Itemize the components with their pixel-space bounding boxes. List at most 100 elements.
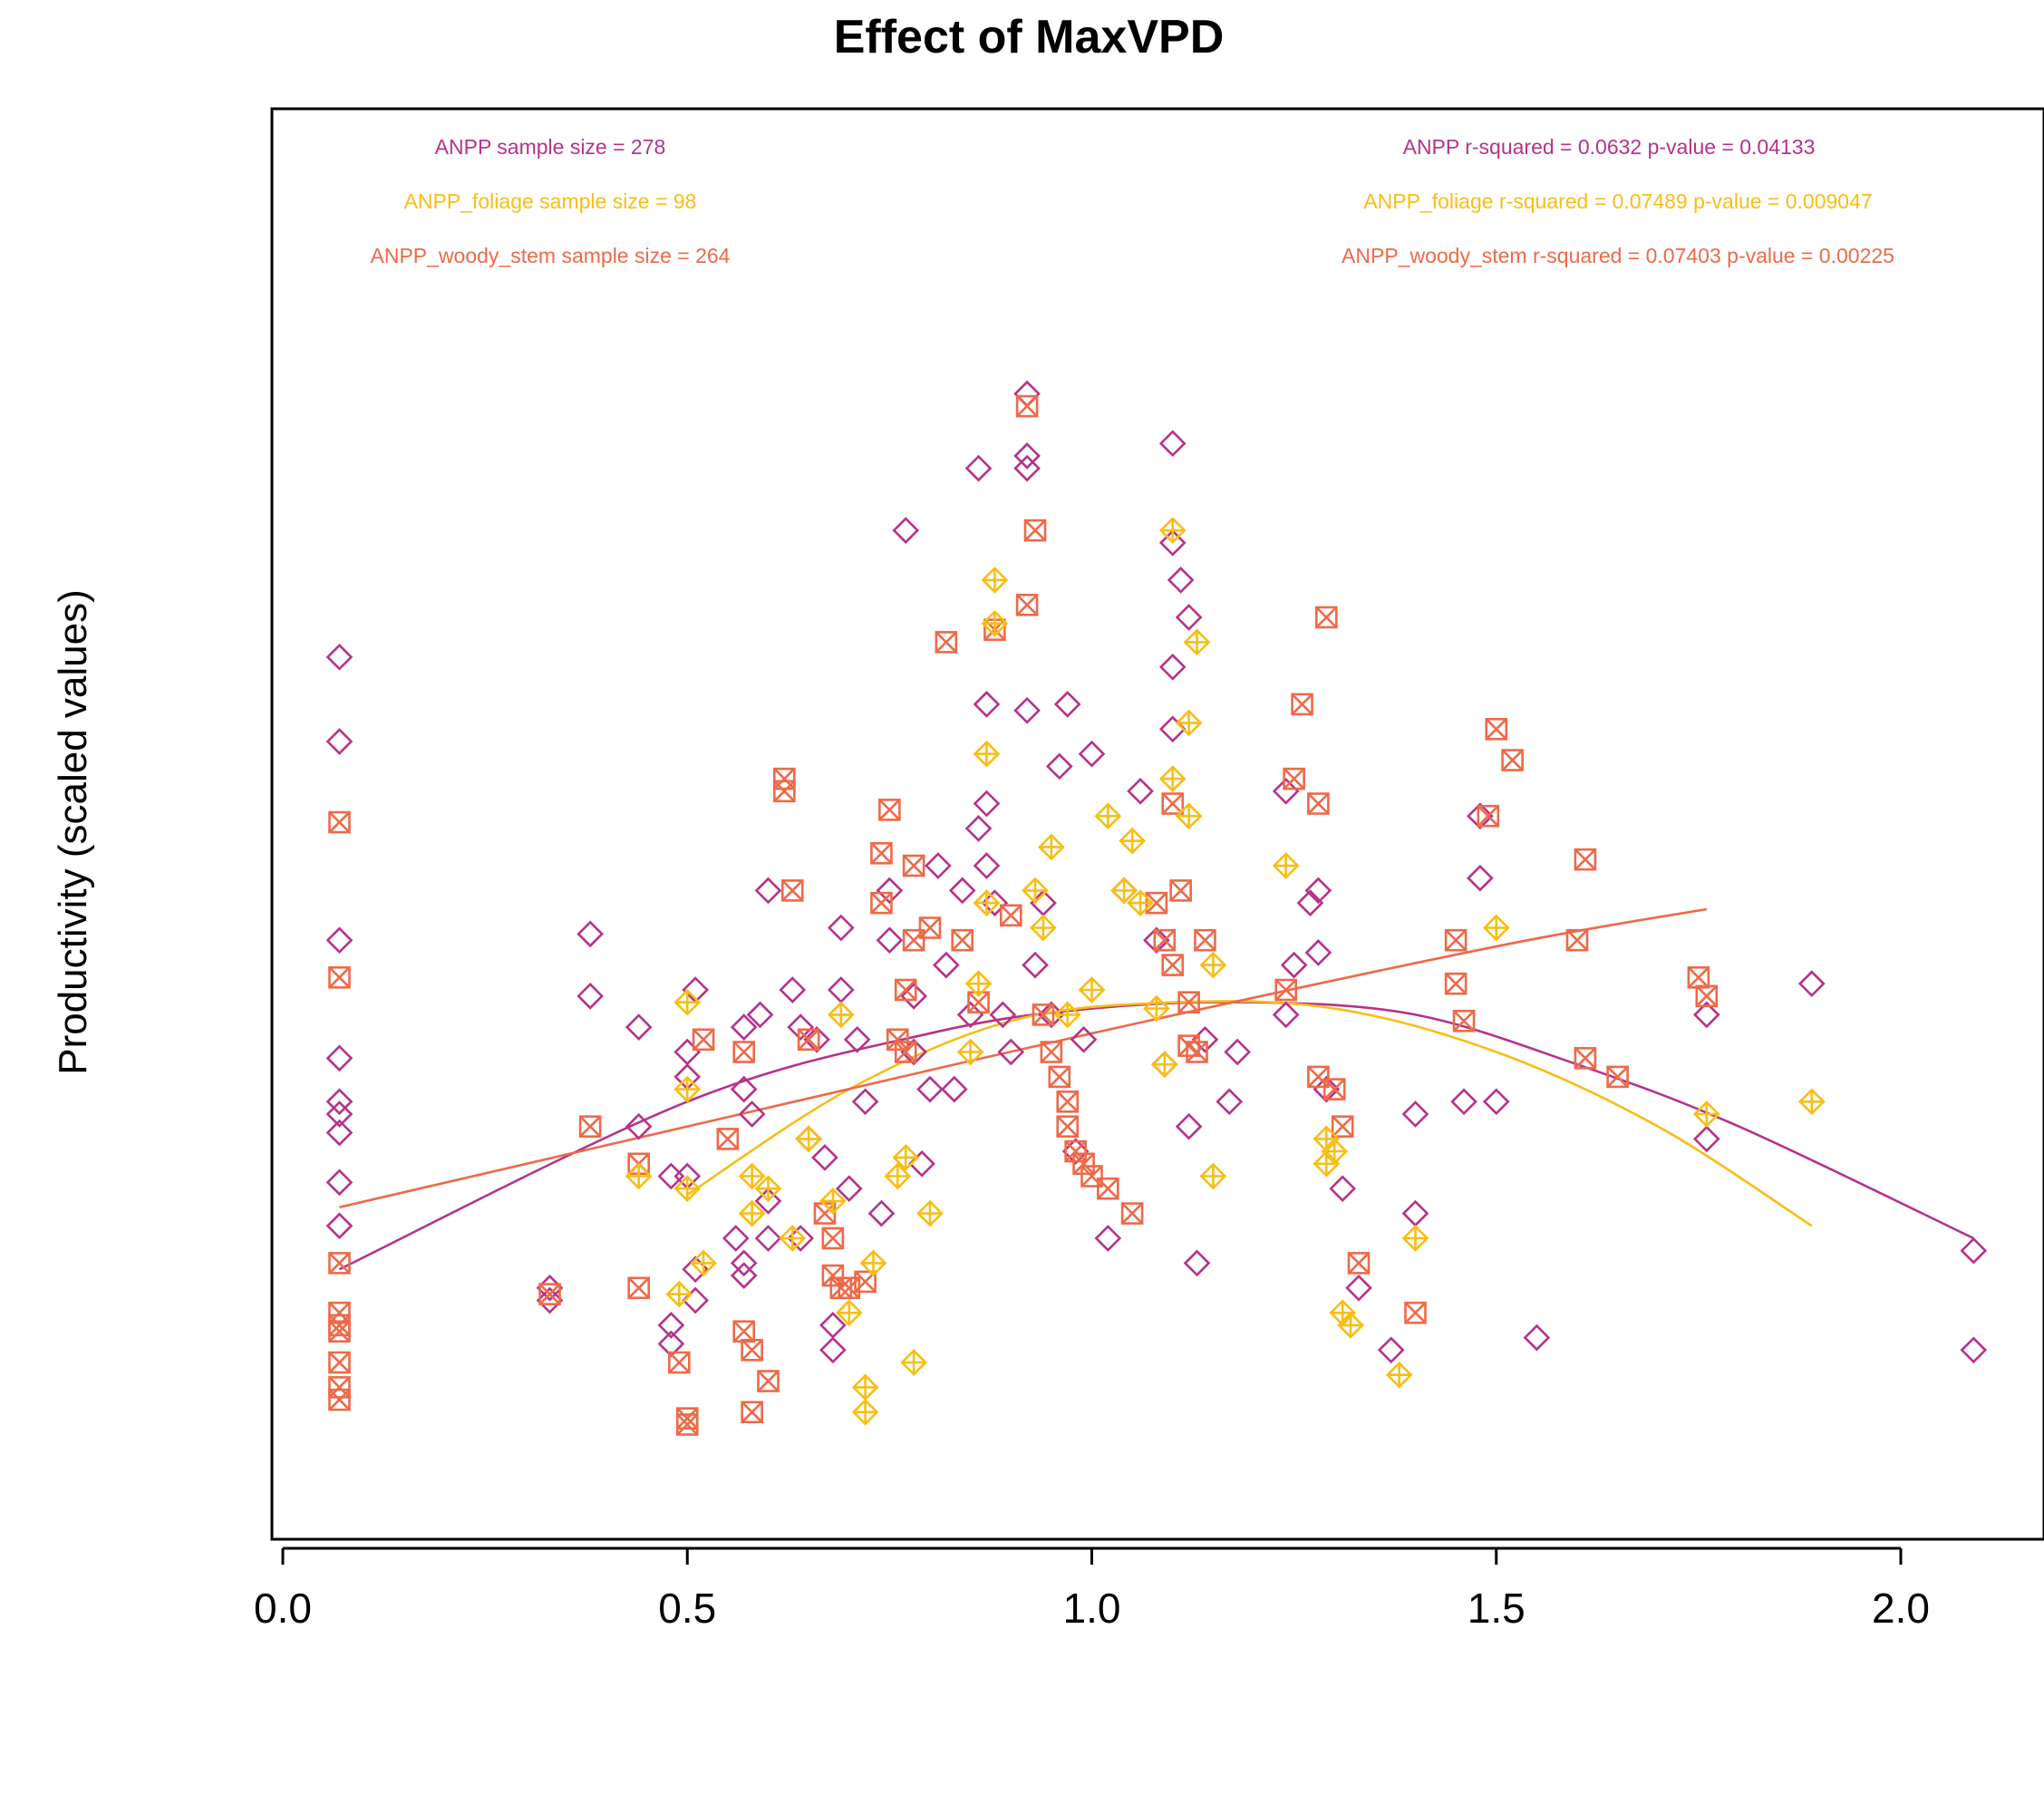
point-anpp-foliage (859, 1249, 887, 1277)
point-anpp-woody-stem (1023, 519, 1047, 542)
annotations: ANPP sample size = 278 ANPP_foliage sampl… (371, 135, 1894, 267)
point-anpp-foliage (673, 988, 702, 1016)
x-tick-label: 0.0 (254, 1585, 312, 1632)
point-anpp (1313, 1075, 1341, 1103)
point-anpp-woody-stem (1274, 978, 1297, 1002)
point-anpp-foliage (1482, 914, 1510, 942)
point-anpp (730, 1075, 758, 1103)
point-anpp-woody-stem (1606, 1065, 1629, 1089)
point-anpp (948, 877, 976, 905)
point-anpp (325, 1212, 354, 1240)
point-anpp-woody-stem (1177, 991, 1200, 1013)
point-anpp-woody-stem (1072, 1152, 1095, 1176)
chart-title: Effect of MaxVPD (834, 11, 1225, 63)
point-anpp-woody-stem (1404, 1301, 1427, 1324)
point-anpp (754, 1188, 782, 1215)
point-anpp (754, 1225, 782, 1252)
point-anpp-woody-stem (870, 841, 893, 865)
point-anpp-woody-stem (1194, 928, 1216, 952)
point-anpp-foliage (1183, 628, 1211, 656)
point-anpp (964, 815, 993, 842)
point-anpp-woody-stem (1574, 848, 1597, 871)
point-anpp-foliage (779, 1225, 807, 1252)
point-anpp-woody-stem (328, 1252, 351, 1275)
point-anpp-woody-stem (627, 1276, 651, 1300)
point-anpp-foliage (900, 1349, 927, 1376)
point-anpp-woody-stem (1169, 879, 1192, 902)
point-anpp (1183, 1249, 1211, 1277)
point-anpp (325, 1088, 354, 1116)
point-anpp-woody-stem (668, 1351, 691, 1374)
point-anpp (1158, 528, 1187, 557)
point-anpp (876, 877, 904, 905)
point-anpp-woody-stem (1687, 966, 1710, 989)
plot-frame (270, 107, 2044, 1541)
point-anpp-woody-stem (1097, 1177, 1119, 1200)
point-anpp (925, 852, 952, 879)
point-anpp (1158, 715, 1187, 743)
point-anpp-foliage (835, 1299, 863, 1327)
point-anpp-foliage (1199, 951, 1227, 979)
point-anpp (843, 1025, 871, 1053)
point-anpp (576, 983, 604, 1010)
point-anpp-foliage (964, 970, 993, 997)
point-anpp (730, 1249, 758, 1277)
point-anpp (811, 1144, 838, 1171)
point-anpp (989, 1001, 1017, 1029)
point-anpp-woody-stem (918, 916, 942, 939)
point-anpp-woody-stem (732, 1320, 756, 1343)
point-anpp (973, 691, 1001, 718)
point-anpp (1304, 939, 1332, 966)
point-anpp-woody-stem (1040, 1041, 1063, 1063)
point-anpp-woody-stem (692, 1028, 715, 1052)
x-tick-label: 1.5 (1468, 1585, 1526, 1632)
point-anpp-foliage (673, 1075, 702, 1103)
point-anpp-woody-stem (328, 1320, 351, 1343)
point-anpp (819, 1336, 847, 1364)
fit-stats-annotation: ANPP_foliage r-squared = 0.07489 p-value… (1363, 189, 1872, 213)
point-anpp (1692, 1001, 1720, 1029)
point-anpp-woody-stem (935, 631, 958, 654)
point-anpp-foliage (1078, 976, 1106, 1003)
point-anpp-foliage (956, 1038, 984, 1066)
point-anpp-foliage (916, 1199, 944, 1227)
point-anpp-woody-stem (328, 1351, 351, 1374)
point-anpp-foliage (1385, 1361, 1413, 1389)
point-anpp-foliage (738, 1162, 766, 1190)
point-anpp (1377, 1336, 1405, 1364)
point-anpp-woody-stem (578, 1115, 602, 1138)
point-anpp-foliage (851, 1398, 879, 1426)
point-anpp (325, 1168, 354, 1197)
point-anpp-woody-stem (716, 1128, 740, 1150)
point-anpp-woody-stem (1291, 693, 1313, 716)
point-anpp (1175, 1112, 1203, 1140)
point-anpp (1013, 442, 1041, 470)
point-anpp-woody-stem (1064, 1139, 1087, 1163)
point-anpp-foliage (665, 1280, 693, 1308)
fit-stats-annotation: ANPP r-squared = 0.0632 p-value = 0.0413… (1403, 135, 1816, 159)
point-anpp (1960, 1236, 1988, 1265)
point-anpp-woody-stem (894, 978, 917, 1002)
point-anpp (1013, 454, 1041, 482)
point-anpp-woody-stem (1501, 749, 1524, 771)
point-anpp (933, 951, 960, 979)
point-anpp (1070, 1025, 1098, 1053)
point-anpp (738, 1100, 766, 1128)
point-anpp-foliage (1158, 517, 1187, 544)
point-anpp (1296, 889, 1324, 916)
point-anpp-foliage (884, 1162, 912, 1190)
point-anpp-woody-stem (1120, 1202, 1144, 1225)
point-anpp (325, 1044, 354, 1072)
x-tick-label: 1.0 (1063, 1585, 1121, 1632)
point-anpp-woody-stem (902, 854, 925, 877)
point-anpp-woody-stem (1347, 1252, 1371, 1275)
point-anpp (730, 1262, 758, 1289)
point-anpp (1078, 740, 1106, 768)
point-anpp-woody-stem (1315, 606, 1338, 629)
sample-size-annotation: ANPP sample size = 278 (435, 135, 666, 159)
point-anpp-woody-stem (1056, 1115, 1080, 1138)
point-anpp (325, 1119, 354, 1147)
point-anpp (1143, 926, 1170, 955)
point-anpp (779, 976, 807, 1003)
point-anpp (682, 1286, 710, 1314)
